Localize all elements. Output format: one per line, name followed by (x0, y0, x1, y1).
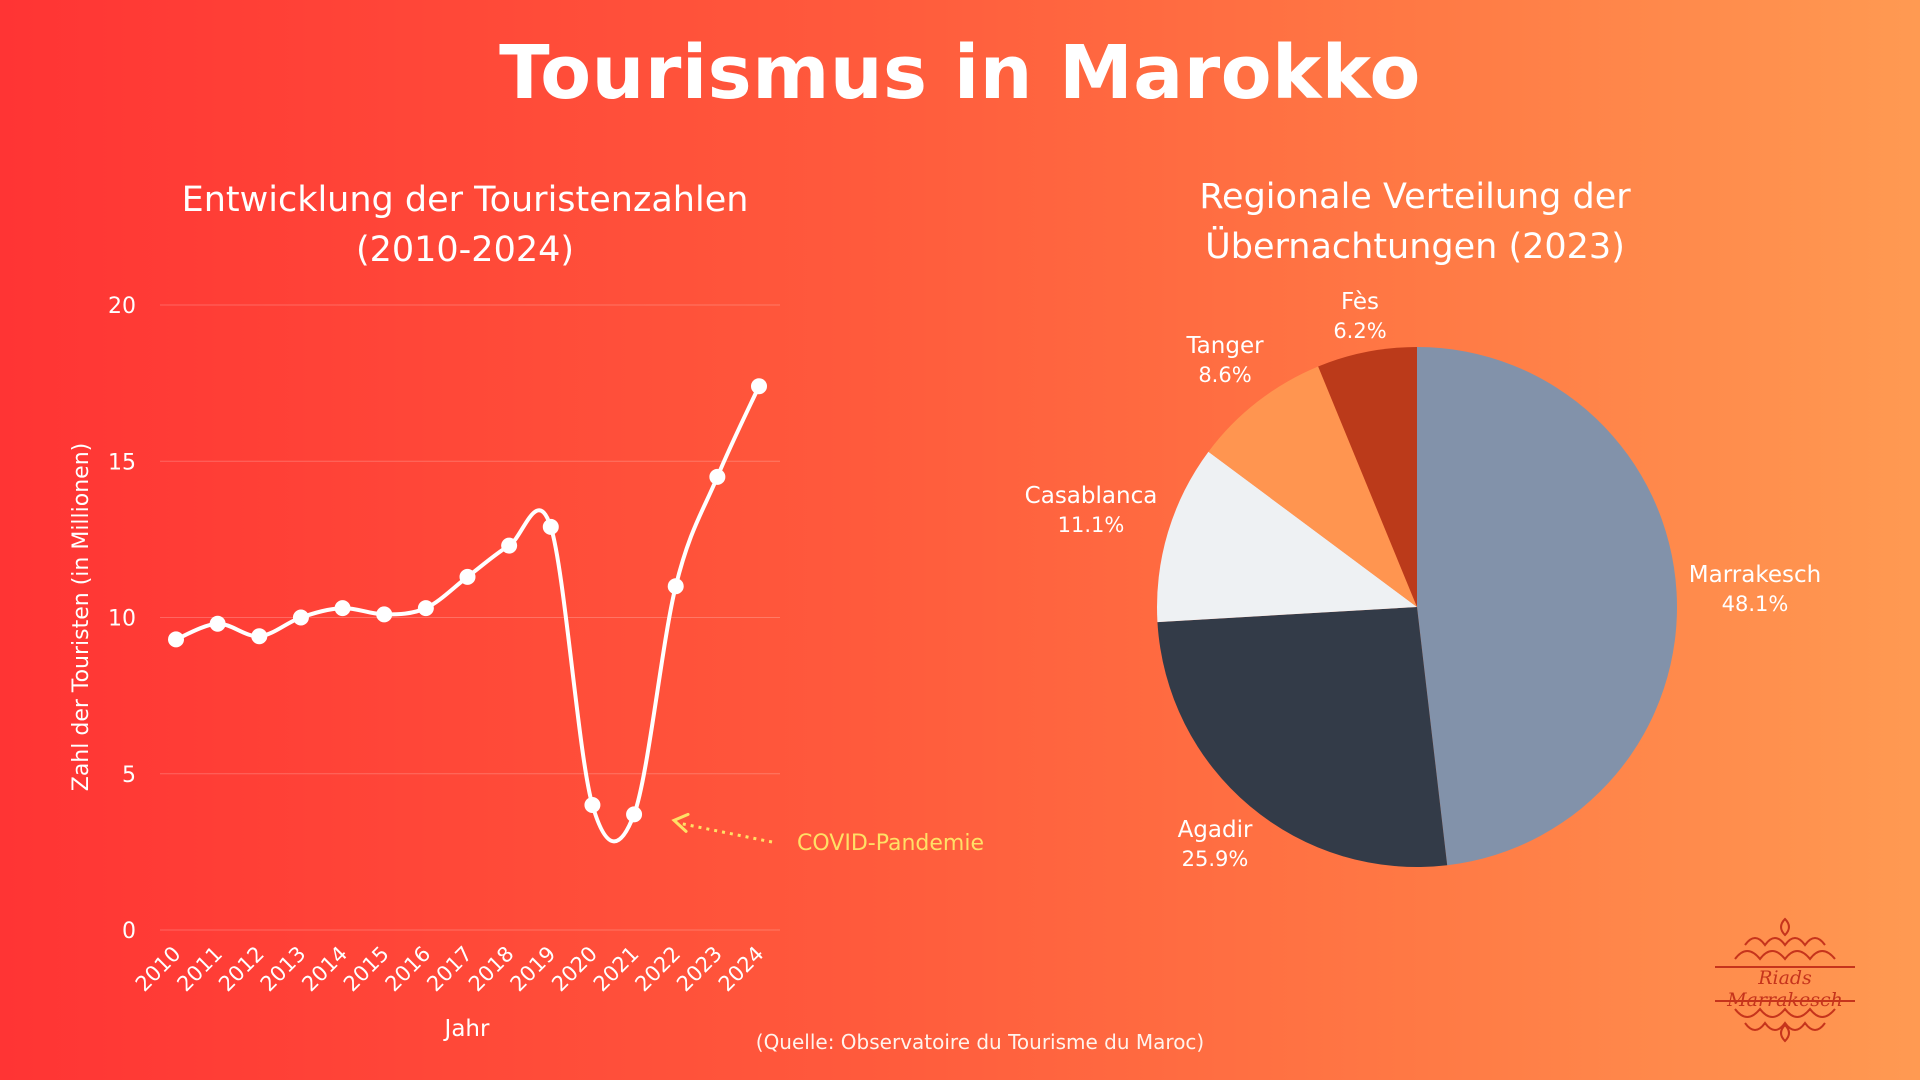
annotation-label: COVID-Pandemie (797, 831, 984, 856)
logo-text: Riads Marrakesch (1727, 967, 1843, 1011)
line-chart-title-line1: Entwicklung der Touristenzahlen (181, 180, 749, 220)
data-point (209, 615, 226, 632)
data-point (376, 606, 393, 623)
data-point (251, 628, 268, 645)
data-point (168, 631, 184, 648)
line-chart-title-line2: (2010-2024) (355, 230, 575, 270)
logo-ornament (1715, 917, 1855, 1043)
data-point (667, 578, 684, 595)
data-point (292, 609, 309, 626)
y-tick-label: 0 (122, 919, 136, 944)
x-axis-label: Jahr (443, 1016, 490, 1042)
y-tick-label: 10 (108, 607, 136, 632)
page-title: Tourismus in Marokko (499, 30, 1421, 116)
data-point (584, 797, 601, 813)
pie-slice-label: Casablanca (1025, 483, 1158, 509)
data-point (501, 537, 518, 554)
pie-slice-marrakesch (1417, 347, 1677, 866)
annotation-arrow-head (671, 812, 690, 833)
pie-chart-title-line2: Übernachtungen (2023) (1205, 227, 1625, 267)
y-axis-label: Zahl der Touristen (in Millionen) (69, 443, 94, 792)
pie-slice-label: Agadir (1178, 817, 1253, 843)
data-point (626, 806, 643, 823)
pie-slice-percent: 11.1% (1058, 513, 1125, 537)
data-point (751, 378, 767, 395)
pie-chart-title-line1: Regionale Verteilung der (1199, 177, 1631, 217)
pie-slice-tanger (1208, 366, 1417, 607)
pie-slice-label: Marrakesch (1689, 562, 1821, 588)
data-point (542, 518, 559, 535)
pie-slice-fès (1318, 347, 1417, 607)
data-point (334, 600, 351, 617)
y-tick-label: 15 (108, 450, 136, 475)
data-point (417, 600, 434, 617)
pie-slice-casablanca (1157, 451, 1417, 623)
source-note: (Quelle: Observatoire du Tourisme du Mar… (755, 1030, 1205, 1054)
pie-slice-label: Tanger (1185, 333, 1264, 359)
y-tick-label: 5 (122, 763, 136, 788)
pie-slice-percent: 48.1% (1722, 592, 1789, 616)
pie-slice-percent: 25.9% (1182, 847, 1249, 871)
data-point (459, 568, 476, 585)
pie-chart-title: Regionale Verteilung der Übernachtungen … (1090, 172, 1740, 272)
data-point (709, 468, 726, 485)
pie-slice-agadir (1157, 607, 1448, 867)
pie-slice-label: Fès (1341, 289, 1379, 315)
y-tick-label: 20 (108, 294, 136, 319)
pie-slice-percent: 8.6% (1198, 363, 1251, 387)
line-chart: 0510152020102011201220132014201520162017… (69, 294, 984, 1042)
pie-slice-percent: 6.2% (1333, 319, 1386, 343)
line-chart-title: Entwicklung der Touristenzahlen (2010-20… (130, 175, 800, 275)
